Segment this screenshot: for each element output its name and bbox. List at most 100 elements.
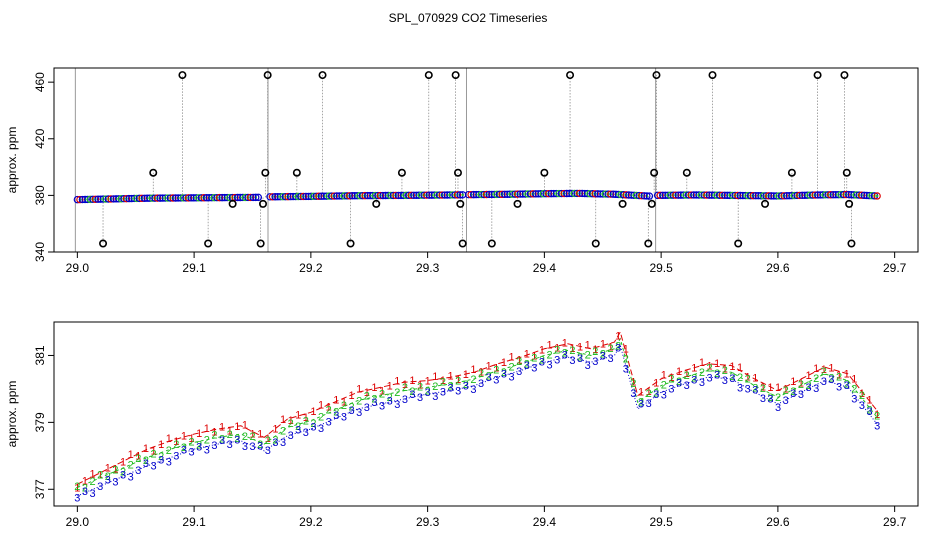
- overview-data-point: [627, 191, 636, 199]
- zoomed-series-2-marker: 2: [600, 349, 606, 361]
- zoomed-series-3-marker: 3: [143, 458, 149, 470]
- zoomed-series-2-marker: 2: [501, 367, 507, 379]
- zoomed-series-3-marker: 3: [623, 364, 629, 376]
- zoomed-series-1-marker: 1: [729, 361, 735, 373]
- overview-data-point: [195, 194, 203, 202]
- zoomed-series-1-marker: 1: [630, 376, 636, 388]
- zoomed-series-3-marker: 3: [394, 399, 400, 411]
- zoomed-series-3-marker: 3: [569, 355, 575, 367]
- zoomed-series-1-marker: 1: [364, 387, 370, 399]
- zoomed-series-3-marker: 3: [234, 435, 240, 447]
- zoomed-series-1-marker: 1: [783, 383, 789, 395]
- zoomed-series-1-marker: 1: [562, 338, 568, 350]
- zoomed-series-2-marker: 2: [189, 436, 195, 448]
- overview-data-point: [666, 191, 675, 199]
- zoomed-series-3-marker: 3: [158, 454, 164, 466]
- zoomed-series-1-marker: 1: [280, 414, 286, 426]
- zoomed-series-1-marker: 1: [737, 362, 743, 374]
- zoomed-series-1-marker: 1: [295, 409, 301, 421]
- zoomed-series-1-marker: 1: [676, 366, 682, 378]
- overview-data-point: [330, 192, 338, 200]
- zoomed-series-2-marker: 2: [547, 349, 553, 361]
- zoomed-series-2-marker: 2: [706, 362, 712, 374]
- zoomed-series-1-marker: 1: [592, 344, 598, 356]
- overview-y-tick-label: 460: [33, 72, 47, 92]
- overview-data-point: [622, 191, 630, 199]
- overview-data-point: [718, 191, 726, 199]
- overview-data-point: [376, 191, 385, 200]
- zoomed-series-1-marker: 1: [303, 412, 309, 424]
- zoomed-series-2-marker: 2: [440, 377, 446, 389]
- overview-data-point: [189, 194, 198, 202]
- overview-data-point: [107, 195, 115, 203]
- overview-outlier-point: [513, 199, 522, 208]
- zoomed-series-1-marker: 1: [234, 421, 240, 433]
- overview-data-point: [351, 192, 359, 200]
- zoomed-series-1-marker: 1: [402, 379, 408, 391]
- zoomed-plot-frame: [53, 321, 919, 507]
- zoomed-series-3-marker: 3: [409, 389, 415, 401]
- zoomed-series-1-marker: 1: [501, 357, 507, 369]
- zoomed-series-2-marker: 2: [638, 397, 644, 409]
- overview-data-point: [221, 193, 229, 202]
- zoomed-series-3-marker: 3: [150, 460, 156, 472]
- zoomed-series-2-marker: 2: [516, 356, 522, 368]
- overview-data-point: [443, 191, 451, 199]
- zoomed-y-tick-label: 381: [33, 345, 47, 365]
- overview-data-point: [361, 191, 369, 200]
- zoomed-series-3-marker: 3: [181, 444, 187, 456]
- zoomed-series-3-marker: 3: [257, 441, 263, 453]
- zoomed-series-2-marker: 2: [341, 400, 347, 412]
- zoomed-series-3-marker: 3: [333, 410, 339, 422]
- overview-data-point: [780, 192, 788, 200]
- zoomed-series-1-marker: 1: [189, 433, 195, 445]
- overview-y-tick-label: 380: [33, 185, 47, 205]
- overview-data-point: [821, 191, 830, 199]
- zoomed-series-3-marker: 3: [531, 362, 537, 374]
- zoomed-series-1-marker: 1: [851, 373, 857, 385]
- overview-data-point: [565, 189, 574, 198]
- zoomed-series-3-marker: 3: [387, 395, 393, 407]
- zoomed-series-2-marker: 2: [752, 383, 758, 395]
- overview-data-point: [708, 191, 716, 199]
- zoomed-series-3-marker: 3: [470, 384, 476, 396]
- zoomed-series-2-marker: 2: [333, 406, 339, 418]
- overview-data-point: [550, 189, 558, 198]
- overview-data-point: [205, 194, 213, 202]
- zoomed-panel: 111 11 111 11 111 1 1 1 1 1 1 1 1 1 11 1 111 1 1 1 11 11 111 1 1…: [5, 321, 919, 529]
- overview-data-point: [638, 191, 646, 200]
- zoomed-series-1-marker: 1: [387, 380, 393, 392]
- overview-x-tick-label: 29.0: [66, 261, 90, 275]
- overview-data-point: [164, 194, 172, 202]
- overview-data-point: [246, 193, 255, 202]
- zoomed-series-3-marker: 3: [112, 476, 118, 488]
- zoomed-series-3-marker: 3: [448, 382, 454, 394]
- zoomed-series-2-line: [77, 337, 878, 489]
- zoomed-series-2-marker: 2: [74, 481, 80, 493]
- zoomed-series-2-marker: 2: [402, 382, 408, 394]
- zoomed-series-2-marker: 2: [143, 455, 149, 467]
- zoomed-series-2-marker: 2: [82, 483, 88, 495]
- zoomed-series-2-marker: 2: [303, 415, 309, 427]
- overview-data-point: [875, 194, 879, 198]
- overview-outlier-point: [346, 239, 355, 248]
- zoomed-series-2-marker: 2: [280, 426, 286, 438]
- overview-data-point: [284, 192, 292, 201]
- overview-outlier-point: [256, 239, 265, 248]
- zoomed-series-3-marker: 3: [760, 393, 766, 405]
- overview-data-point: [236, 193, 244, 202]
- zoomed-series-3-marker: 3: [737, 382, 743, 394]
- zoomed-series-1-marker: 1: [105, 462, 111, 474]
- zoomed-series-3-marker: 3: [478, 378, 484, 390]
- overview-data-point: [96, 195, 105, 203]
- overview-data-point: [254, 193, 263, 202]
- zoomed-series-2-marker: 2: [455, 376, 461, 388]
- zoomed-series-1-marker: 1: [706, 361, 712, 373]
- zoomed-series-2-marker: 2: [813, 373, 819, 385]
- zoomed-series-3-marker: 3: [501, 369, 507, 381]
- overview-data-point: [868, 192, 876, 200]
- zoomed-series-1-marker: 1: [227, 426, 233, 438]
- zoomed-series-2-marker: 2: [463, 379, 469, 391]
- zoomed-series-3-marker: 3: [585, 360, 591, 372]
- zoomed-series-3-marker: 3: [402, 394, 408, 406]
